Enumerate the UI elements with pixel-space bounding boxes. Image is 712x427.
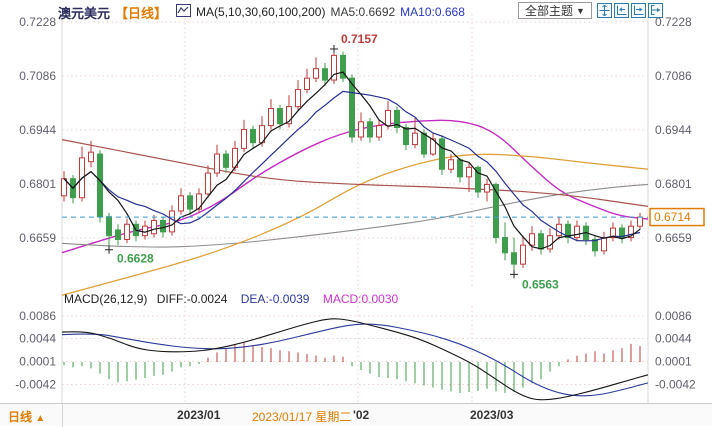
themes-dropdown-label: 全部主题 [525, 4, 574, 18]
time-axis-bar: 日线 ▲ 2023/01 2023/01/17 星期二 '02 2023/03 [0, 403, 712, 427]
expand-x-axis-button[interactable] [631, 3, 646, 18]
svg-text:0.7086: 0.7086 [655, 69, 692, 83]
date-tick-jan: 2023/01 [177, 408, 221, 422]
date-tick-feb: '02 [353, 408, 370, 422]
pan-icon [599, 5, 610, 16]
ma-indicator-icon[interactable] [176, 4, 192, 20]
svg-text:0.6628: 0.6628 [117, 252, 154, 266]
ma10-value: MA10:0.668 [400, 5, 465, 19]
symbol-name: 澳元美元 [58, 5, 111, 21]
ma5-value: MA5:0.6692 [330, 5, 396, 19]
ma-settings-label: MA(5,10,30,60,100,200) [196, 5, 326, 19]
triangle-up-icon: ▲ [35, 413, 46, 424]
macd-header: MACD(26,12,9) DIFF:-0.0024 DEA:-0.0039 M… [64, 292, 398, 306]
svg-text:0.0044: 0.0044 [19, 331, 56, 345]
compress-x-axis-button[interactable] [614, 3, 629, 18]
axis-bar-divider [62, 404, 63, 427]
svg-text:0.0086: 0.0086 [655, 309, 692, 323]
macd-dea-value: DEA:-0.0039 [240, 292, 310, 306]
svg-text:-0.0042: -0.0042 [655, 377, 696, 391]
period-tag: 【日线】 [115, 5, 168, 21]
svg-text:0.7086: 0.7086 [19, 69, 56, 83]
svg-text:0.6801: 0.6801 [655, 177, 692, 191]
macd-macd-value: MACD:0.0030 [322, 292, 399, 306]
period-selector-label: 日线 [8, 410, 33, 424]
svg-text:0.6944: 0.6944 [655, 123, 692, 137]
chart-toolbar [597, 3, 663, 18]
svg-text:0.7228: 0.7228 [655, 15, 692, 29]
svg-text:0.6944: 0.6944 [19, 123, 56, 137]
svg-text:0.0044: 0.0044 [655, 331, 692, 345]
svg-text:0.6801: 0.6801 [19, 177, 56, 191]
svg-text:0.6563: 0.6563 [522, 277, 559, 291]
svg-text:0.7228: 0.7228 [19, 15, 56, 29]
svg-text:0.0001: 0.0001 [19, 354, 56, 368]
svg-text:0.0086: 0.0086 [19, 309, 56, 323]
date-tick-mar: 2023/03 [470, 408, 514, 422]
chevron-down-icon: ▼ [576, 5, 585, 16]
shift-right-icon [651, 5, 661, 15]
macd-diff-value: DIFF:-0.0024 [156, 292, 228, 306]
period-selector[interactable]: 日线 ▲ [8, 408, 45, 425]
svg-text:0.7157: 0.7157 [341, 32, 378, 46]
expand-x-axis-icon [634, 5, 644, 15]
compress-x-axis-icon [617, 5, 627, 15]
svg-text:0.0001: 0.0001 [655, 354, 692, 368]
shift-right-button[interactable] [648, 3, 663, 18]
chart-header: 澳元美元 【日线】 MA(5,10,30,60,100,200) MA5:0.6… [58, 3, 465, 21]
svg-text:-0.0042: -0.0042 [15, 377, 56, 391]
pan-button[interactable] [597, 3, 612, 18]
svg-text:0.6714: 0.6714 [654, 210, 691, 224]
crosshair-date-label: 2023/01/17 星期二 [252, 410, 352, 424]
macd-title: MACD(26,12,9) [64, 292, 148, 306]
themes-dropdown[interactable]: 全部主题 ▼ [518, 2, 592, 19]
svg-text:0.6659: 0.6659 [19, 231, 56, 245]
svg-text:0.6659: 0.6659 [655, 231, 692, 245]
